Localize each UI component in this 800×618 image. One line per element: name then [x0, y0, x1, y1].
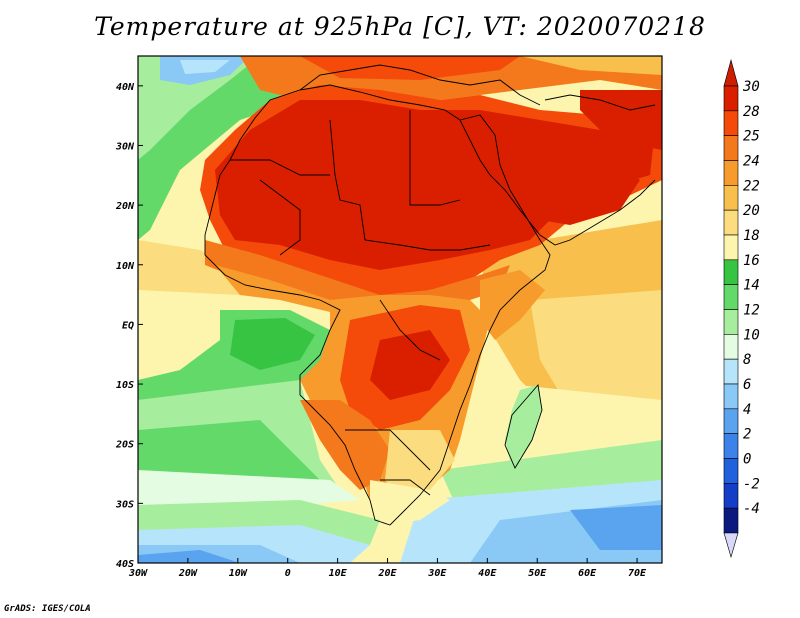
colorbar-swatch: [723, 135, 739, 161]
longitude-axis: 30W 20W 10W 0 10E 20E 30E 40E 50E 60E 70E: [128, 558, 647, 579]
lon-tick-label: 10W: [229, 568, 248, 579]
lat-tick-label: 10N: [116, 261, 135, 272]
colorbar-swatch: [723, 259, 739, 285]
lon-tick-label: 30W: [128, 568, 148, 579]
colorbar-swatch: [723, 483, 739, 509]
colorbar-label: 24: [743, 154, 760, 170]
colorbar-swatch: [723, 209, 739, 236]
lat-tick-label: 20S: [115, 440, 134, 451]
lat-tick-label: 10S: [116, 380, 134, 391]
colorbar-label: 4: [743, 402, 751, 418]
colorbar-label: 14: [743, 278, 760, 294]
colorbar-top-cap: [723, 58, 739, 87]
colorbar-label: 16: [743, 253, 760, 269]
lat-tick-label: EQ: [122, 320, 134, 331]
colorbar-swatch: [723, 185, 739, 211]
lat-tick-label: 30N: [115, 141, 135, 152]
colorbar-label: 12: [743, 303, 760, 319]
lat-tick-label: 40N: [116, 82, 135, 93]
colorbar-swatch: [723, 358, 739, 385]
lon-tick-label: 0: [285, 568, 291, 579]
footer-credit: GrADS: IGES/COLA: [4, 604, 91, 614]
lat-tick-label: 40S: [116, 559, 134, 570]
lon-tick-label: 20W: [178, 568, 198, 579]
colorbar-swatch: [723, 507, 739, 534]
colorbar-swatch: [723, 383, 739, 410]
lon-tick-label: 70E: [628, 568, 647, 579]
map-frame: [137, 55, 663, 564]
lon-tick-label: 60E: [578, 568, 597, 579]
colorbar-label: 28: [743, 104, 760, 120]
colorbar-label: -2: [743, 476, 760, 492]
colorbar-label: -4: [743, 501, 760, 517]
colorbar-label: 6: [743, 377, 751, 393]
colorbar-swatch: [723, 85, 739, 112]
lon-tick-label: 20E: [377, 568, 397, 579]
colorbar-swatch: [723, 433, 739, 459]
lon-tick-label: 40E: [478, 568, 497, 579]
colorbar-label: 2: [743, 427, 751, 443]
colorbar-label: 18: [743, 228, 760, 244]
colorbar-swatch: [723, 334, 739, 360]
colorbar-bottom-cap: [723, 532, 739, 559]
colorbar-label: 25: [743, 129, 760, 145]
colorbar-label: 22: [743, 178, 760, 194]
colorbar-swatch: [723, 284, 739, 310]
coastlines: [204, 64, 656, 526]
colorbar-swatch: [723, 110, 739, 136]
colorbar-swatch: [723, 309, 739, 335]
colorbar-swatch: [723, 458, 739, 484]
colorbar-label: 0: [743, 452, 751, 468]
colorbar-label: 10: [743, 327, 760, 343]
lat-tick-label: 30S: [115, 499, 134, 510]
lon-tick-label: 50E: [528, 568, 547, 579]
colorbar-swatch: [723, 408, 739, 434]
colorbar-swatch: [723, 234, 739, 261]
colorbar-label: 20: [743, 203, 760, 219]
lon-tick-label: 30E: [427, 568, 447, 579]
map-title: Temperature at 925hPa [C], VT: 202007021…: [94, 12, 706, 41]
lat-tick-label: 20N: [115, 201, 135, 212]
temperature-field: [138, 56, 662, 563]
colorbar-label: 8: [743, 352, 751, 368]
lon-tick-label: 10E: [329, 568, 348, 579]
colorbar-swatch: [723, 160, 739, 186]
colorbar-label: 30: [742, 79, 760, 95]
latitude-axis: 40N 30N 20N 10N EQ 10S 20S 30S 40S: [115, 82, 143, 570]
